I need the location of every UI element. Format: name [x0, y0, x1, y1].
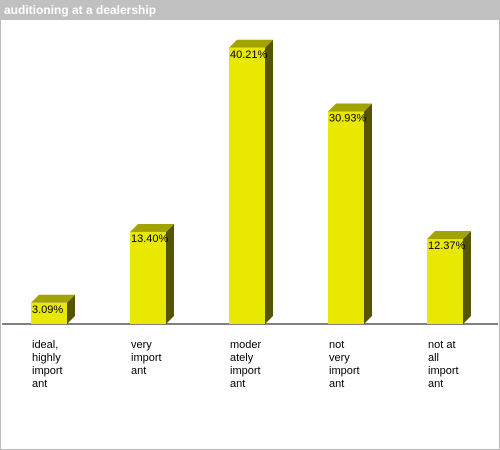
bar-side [364, 103, 372, 325]
x-tick-label: ant [32, 378, 47, 390]
bar-side [265, 39, 273, 325]
bar-top [31, 294, 75, 303]
x-tick-label: import [131, 352, 162, 364]
bar-top [130, 223, 174, 232]
x-tick-label: moder [230, 339, 262, 351]
value-label: 40.21% [230, 49, 268, 61]
x-tick-label: import [230, 365, 261, 377]
x-tick-label: ant [230, 378, 245, 390]
bar-top [427, 231, 471, 240]
bar-side [463, 231, 471, 324]
value-label: 3.09% [32, 304, 63, 316]
header-bar [0, 0, 500, 20]
x-tick-label: not [329, 339, 344, 351]
bar [328, 111, 364, 325]
x-tick-label: highly [32, 352, 61, 364]
bar [31, 302, 67, 324]
bar-top [229, 39, 273, 48]
x-tick-label: very [131, 339, 152, 351]
value-label: 13.40% [131, 233, 169, 245]
x-tick-label: ant [329, 378, 344, 390]
x-tick-label: ant [428, 378, 443, 390]
x-tick-label: ideal, [32, 339, 58, 351]
value-label: 12.37% [428, 240, 466, 252]
x-tick-label: import [329, 365, 360, 377]
bar-side [67, 294, 75, 324]
chart-title: auditioning at a dealership [4, 3, 156, 17]
bar [427, 239, 463, 324]
bar [130, 231, 166, 324]
x-tick-label: not at [428, 339, 456, 351]
bar-side [166, 223, 174, 324]
bar [229, 47, 265, 325]
value-label: 30.93% [329, 113, 367, 125]
x-tick-label: import [428, 365, 459, 377]
x-tick-label: all [428, 352, 439, 364]
x-tick-label: import [32, 365, 63, 377]
x-tick-label: very [329, 352, 350, 364]
x-tick-label: ant [131, 365, 146, 377]
x-tick-label: ately [230, 352, 254, 364]
bar-top [328, 103, 372, 112]
